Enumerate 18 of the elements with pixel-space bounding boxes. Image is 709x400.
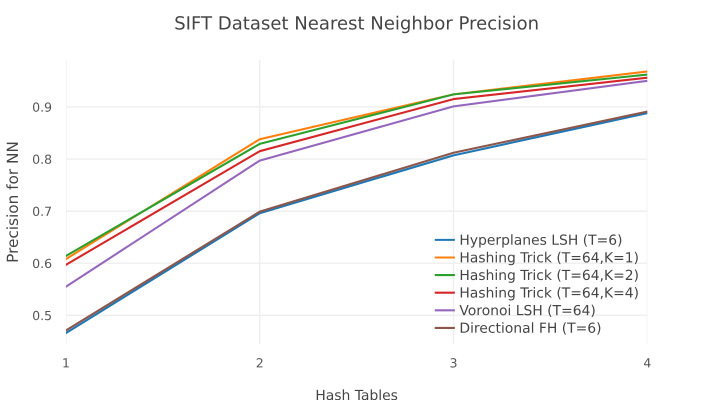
y-tick-label: 0.9 [32,102,52,112]
legend-label: Hashing Trick (T=64,K=1) [460,252,638,266]
legend-label: Directional FH (T=6) [460,322,600,335]
y-tick-label: 0.7 [32,206,51,216]
chart-title: SIFT Dataset Nearest Neighbor Precision [175,16,538,34]
x-axis-title: Hash Tables [316,389,398,400]
x-tick-label: 1 [63,358,69,368]
y-axis-title: Precision for NN [6,142,18,262]
legend-label: Hashing Trick (T=64,K=2) [460,269,638,283]
x-tick-label: 3 [450,358,456,368]
x-tick-label: 4 [644,358,651,368]
y-tick-label: 0.5 [32,310,51,320]
x-tick-label: 2 [256,358,262,368]
legend-label: Hashing Trick (T=64,K=4) [460,287,638,300]
legend-label: Hyperplanes LSH (T=6) [460,234,622,248]
y-tick-label: 0.8 [32,154,52,164]
y-tick-label: 0.6 [32,258,52,268]
legend-label: Voronoi LSH (T=64) [459,304,595,317]
